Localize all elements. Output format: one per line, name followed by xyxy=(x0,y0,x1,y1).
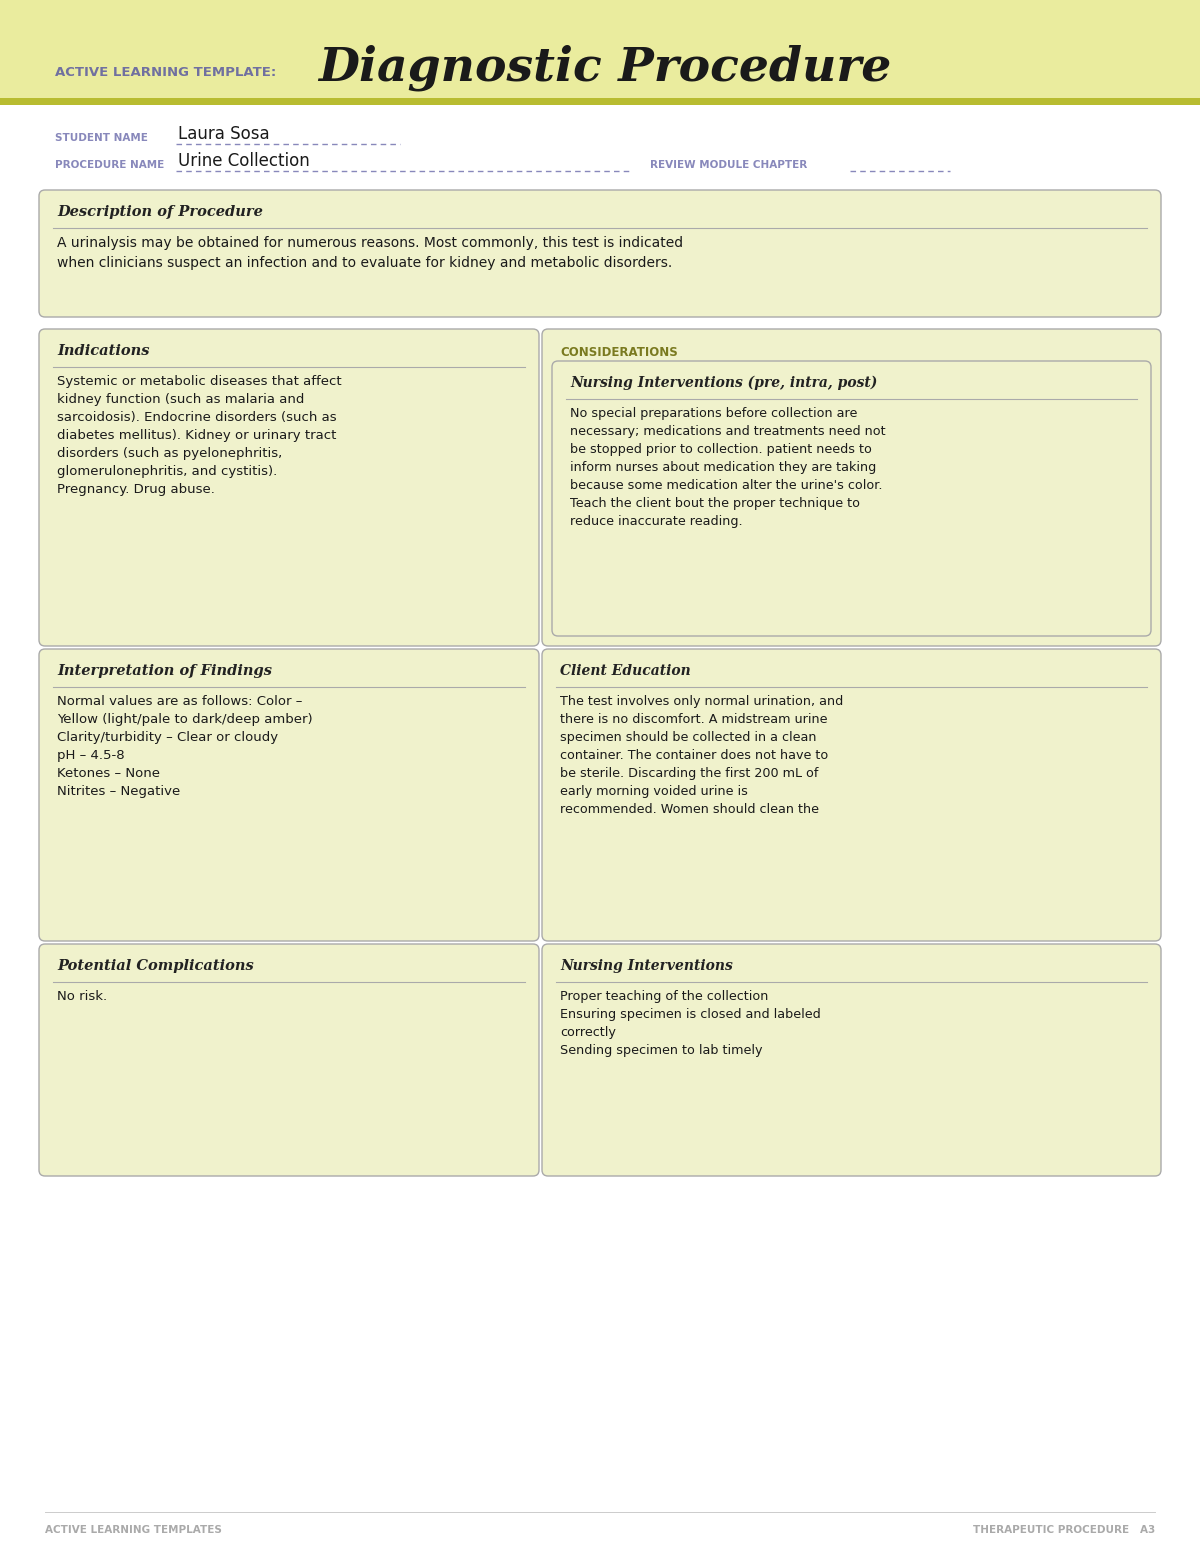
Text: Proper teaching of the collection
Ensuring specimen is closed and labeled
correc: Proper teaching of the collection Ensuri… xyxy=(560,989,821,1058)
Text: ACTIVE LEARNING TEMPLATES: ACTIVE LEARNING TEMPLATES xyxy=(46,1525,222,1534)
Text: No special preparations before collection are
necessary; medications and treatme: No special preparations before collectio… xyxy=(570,407,886,528)
Text: A urinalysis may be obtained for numerous reasons. Most commonly, this test is i: A urinalysis may be obtained for numerou… xyxy=(58,236,683,270)
Text: Potential Complications: Potential Complications xyxy=(58,960,253,974)
Bar xyxy=(0,98,1200,106)
Text: Urine Collection: Urine Collection xyxy=(178,152,310,169)
Text: Laura Sosa: Laura Sosa xyxy=(178,124,270,143)
Text: PROCEDURE NAME: PROCEDURE NAME xyxy=(55,160,164,169)
Text: CONSIDERATIONS: CONSIDERATIONS xyxy=(560,346,678,359)
FancyBboxPatch shape xyxy=(38,329,539,646)
Bar xyxy=(0,0,1200,106)
Text: Diagnostic Procedure: Diagnostic Procedure xyxy=(318,45,892,92)
Text: Systemic or metabolic diseases that affect
kidney function (such as malaria and
: Systemic or metabolic diseases that affe… xyxy=(58,374,342,495)
Text: Nursing Interventions (pre, intra, post): Nursing Interventions (pre, intra, post) xyxy=(570,376,877,390)
Text: Nursing Interventions: Nursing Interventions xyxy=(560,960,733,974)
Text: Interpretation of Findings: Interpretation of Findings xyxy=(58,665,272,679)
FancyBboxPatch shape xyxy=(38,944,539,1176)
Text: THERAPEUTIC PROCEDURE   A3: THERAPEUTIC PROCEDURE A3 xyxy=(973,1525,1154,1534)
Text: STUDENT NAME: STUDENT NAME xyxy=(55,134,148,143)
FancyBboxPatch shape xyxy=(38,189,1162,317)
Text: Indications: Indications xyxy=(58,345,150,359)
FancyBboxPatch shape xyxy=(542,944,1162,1176)
Text: Client Education: Client Education xyxy=(560,665,691,679)
Text: REVIEW MODULE CHAPTER: REVIEW MODULE CHAPTER xyxy=(650,160,808,169)
Text: The test involves only normal urination, and
there is no discomfort. A midstream: The test involves only normal urination,… xyxy=(560,696,844,815)
FancyBboxPatch shape xyxy=(552,360,1151,637)
Text: Description of Procedure: Description of Procedure xyxy=(58,205,263,219)
Text: ACTIVE LEARNING TEMPLATE:: ACTIVE LEARNING TEMPLATE: xyxy=(55,65,276,79)
Text: No risk.: No risk. xyxy=(58,989,107,1003)
FancyBboxPatch shape xyxy=(542,329,1162,646)
FancyBboxPatch shape xyxy=(38,649,539,941)
Text: Normal values are as follows: Color –
Yellow (light/pale to dark/deep amber)
Cla: Normal values are as follows: Color – Ye… xyxy=(58,696,313,798)
FancyBboxPatch shape xyxy=(542,649,1162,941)
